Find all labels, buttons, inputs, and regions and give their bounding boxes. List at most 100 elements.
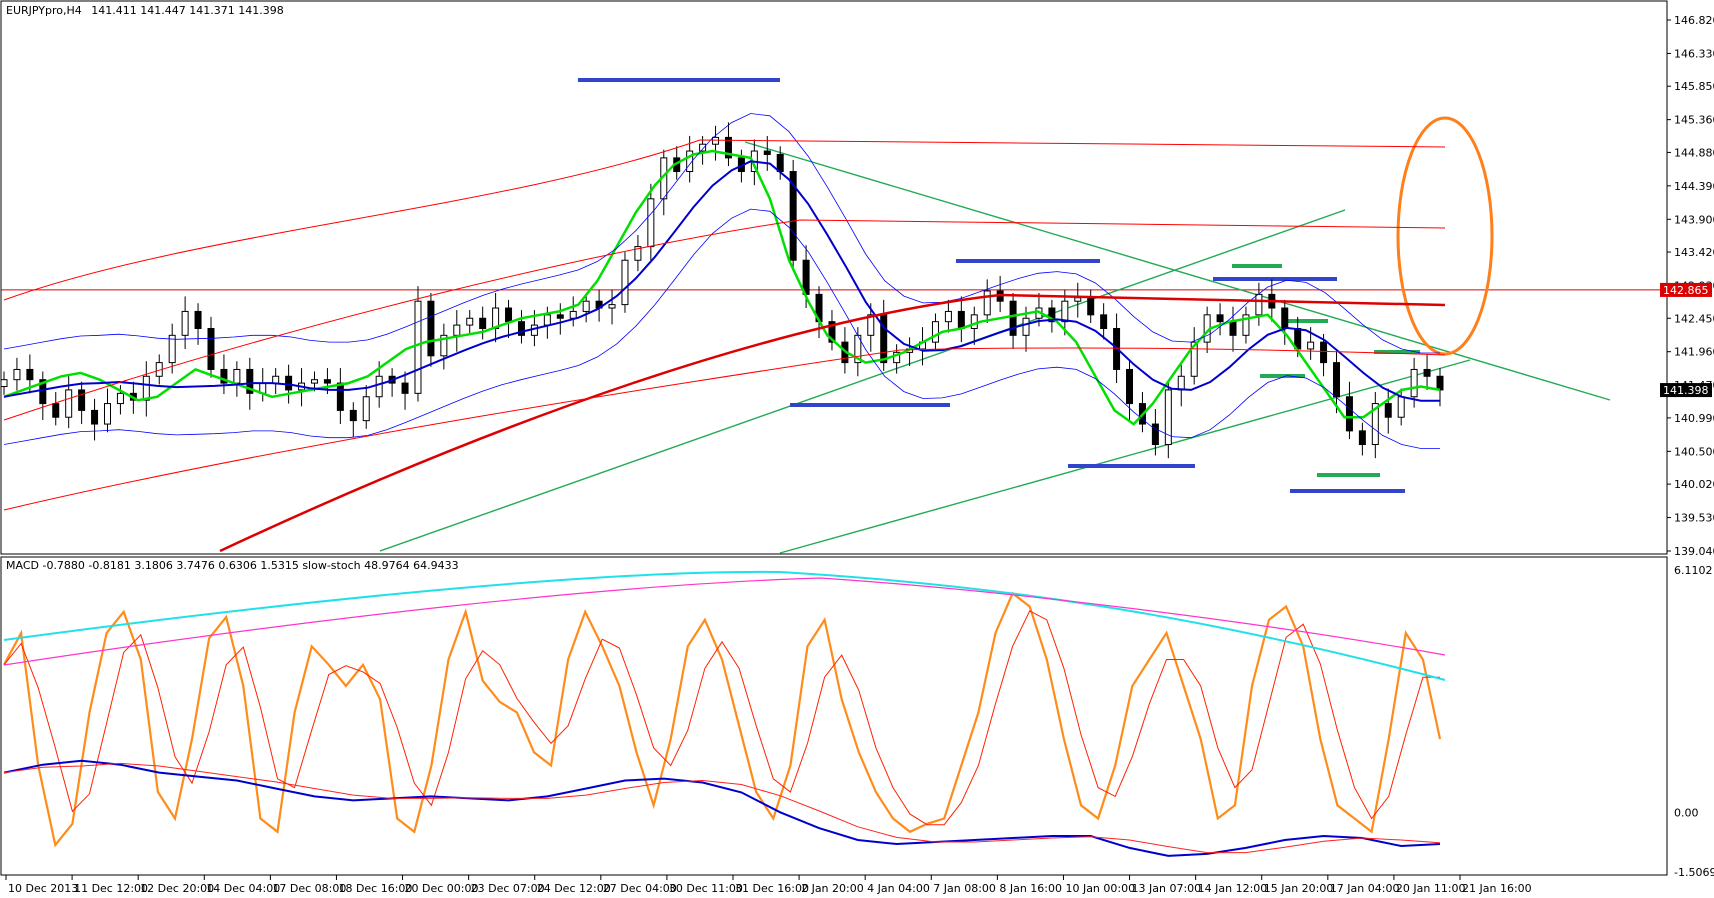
candle-body <box>1048 307 1056 323</box>
candle-body <box>880 314 888 364</box>
highlight-ellipse <box>1396 116 1494 356</box>
candle-body <box>375 375 383 398</box>
candle-body <box>1100 314 1108 329</box>
candle-body <box>194 310 202 329</box>
candle-body <box>349 409 357 422</box>
candle-body <box>440 334 448 357</box>
candle-body <box>983 290 991 316</box>
candle-body <box>427 300 435 357</box>
stoch-main-line <box>3 591 1442 848</box>
candle-body <box>1022 317 1030 336</box>
candle-body <box>1345 396 1353 432</box>
candle-body <box>828 321 836 343</box>
candle-body <box>931 321 939 343</box>
candle-body <box>1061 300 1069 323</box>
trendline-up-2 <box>779 359 1471 554</box>
y-tick-label: 145.360 <box>1674 114 1714 127</box>
price-tag-label: 141.398 <box>1663 384 1709 397</box>
candle-body <box>479 317 487 329</box>
candle-body <box>724 136 732 159</box>
candle-body <box>686 150 694 173</box>
y-tick-label: 146.330 <box>1674 47 1714 60</box>
x-tick-label: 14 Jan 12:00 <box>1198 882 1268 895</box>
y-tick-label: 145.850 <box>1674 80 1714 93</box>
candle-body <box>285 375 293 391</box>
candle-body <box>1320 341 1328 364</box>
symbol-label: EURJPYpro,H4 <box>6 4 82 17</box>
candle-body <box>970 314 978 329</box>
candle-body <box>582 300 590 312</box>
candle-body <box>116 392 124 405</box>
candle-body <box>323 379 331 384</box>
candle-body <box>543 314 551 326</box>
candle-body <box>401 382 409 394</box>
candle-body <box>569 310 577 319</box>
candle-body <box>893 351 901 364</box>
envelope-lower-line <box>3 347 1446 511</box>
x-tick-label: 27 Dec 04:00 <box>603 882 677 895</box>
x-tick-label: 2 Jan 20:00 <box>801 882 864 895</box>
candle-body <box>1281 307 1289 329</box>
candle-body <box>1371 403 1379 446</box>
candle-body <box>1423 368 1431 377</box>
trendline-up-1 <box>379 209 1346 552</box>
candle-body <box>517 321 525 336</box>
long-magenta-line <box>3 577 1446 666</box>
candle-body <box>1087 297 1095 316</box>
x-tick-label: 10 Jan 00:00 <box>1065 882 1135 895</box>
macd-tick-label: -1.5069 <box>1674 866 1714 879</box>
candle-body <box>246 368 254 394</box>
candle-body <box>78 389 86 411</box>
macd-signal-line <box>3 762 1441 854</box>
candle-body <box>1177 375 1185 391</box>
candle-body <box>52 403 60 418</box>
candle-body <box>0 379 8 388</box>
x-tick-label: 11 Dec 12:00 <box>74 882 148 895</box>
x-tick-label: 13 Jan 07:00 <box>1132 882 1202 895</box>
candle-body <box>26 368 34 381</box>
x-tick-label: 24 Dec 12:00 <box>537 882 611 895</box>
candle-body <box>1307 341 1315 350</box>
price-tag <box>1660 282 1712 297</box>
x-tick-label: 17 Jan 04:00 <box>1330 882 1400 895</box>
band-lower-line <box>3 208 1440 449</box>
price-panel-frame <box>0 0 1668 555</box>
x-tick-label: 15 Jan 20:00 <box>1264 882 1334 895</box>
candle-body <box>1410 368 1418 398</box>
candle-body <box>789 171 797 261</box>
quote-label: 141.411 141.447 141.371 141.398 <box>91 4 283 17</box>
candle-body <box>1074 297 1082 302</box>
price-tag <box>1660 383 1712 398</box>
candle-body <box>1151 423 1159 446</box>
x-tick-label: 4 Jan 04:00 <box>867 882 930 895</box>
candle-body <box>556 314 564 319</box>
candle-body <box>699 143 707 152</box>
candle-body <box>802 259 810 295</box>
candle-body <box>1255 293 1263 316</box>
x-tick-label: 31 Dec 16:00 <box>735 882 809 895</box>
candle-body <box>453 324 461 336</box>
candle-body <box>336 382 344 411</box>
x-tick-label: 7 Jan 08:00 <box>933 882 996 895</box>
candlestick-series <box>0 122 1444 459</box>
candle-body <box>1358 430 1366 446</box>
envelope-upper-line <box>3 139 1446 301</box>
y-tick-label: 144.390 <box>1674 180 1714 193</box>
y-tick-label: 141.960 <box>1674 346 1714 359</box>
price-tag-label: 142.865 <box>1663 284 1709 297</box>
candle-body <box>1190 341 1198 377</box>
long-cyan-line <box>3 570 1446 681</box>
candle-body <box>272 375 280 384</box>
candle-body <box>1242 314 1250 336</box>
candle-body <box>1009 300 1017 336</box>
stoch-signal-line <box>3 610 1440 826</box>
candle-body <box>608 304 616 309</box>
x-tick-label: 30 Dec 11:00 <box>669 882 743 895</box>
candle-body <box>91 409 99 425</box>
x-tick-label: 8 Jan 16:00 <box>999 882 1062 895</box>
candle-body <box>168 334 176 364</box>
x-tick-label: 20 Dec 00:00 <box>405 882 479 895</box>
candle-body <box>414 300 422 394</box>
candle-body <box>1164 389 1172 446</box>
